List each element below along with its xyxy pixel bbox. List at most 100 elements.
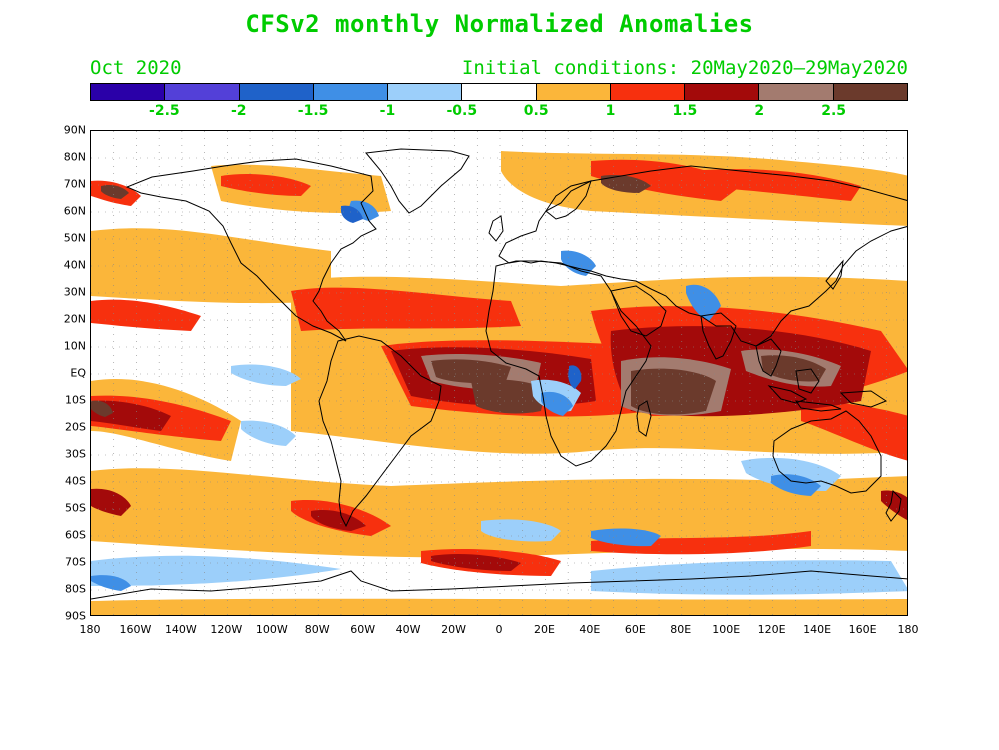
colorbar-label: 2.5 <box>821 103 847 119</box>
coastline-borneo <box>795 368 820 394</box>
latitude-label: 70S <box>65 555 86 569</box>
latitude-label: 80N <box>63 150 86 164</box>
anomaly-patch <box>561 250 596 276</box>
longitude-label: 40W <box>395 623 421 636</box>
latitude-label: 30N <box>63 285 86 299</box>
anomaly-patch <box>471 379 546 414</box>
anomaly-patch <box>591 159 741 201</box>
coastline-antarctica <box>91 570 907 600</box>
longitude-label: 100E <box>712 623 741 636</box>
anomaly-map <box>90 130 908 616</box>
anomaly-patch <box>631 368 716 415</box>
colorbar-swatch <box>91 84 166 100</box>
anomaly-patch <box>341 205 363 223</box>
anomaly-patch <box>311 510 366 531</box>
coastline-scandinavia <box>545 180 592 220</box>
longitude-label: 0 <box>495 623 503 636</box>
coastline-madagascar <box>636 400 652 437</box>
longitude-label: 160W <box>119 623 152 636</box>
anomaly-patch <box>91 575 131 591</box>
initial-conditions-label: Initial conditions: 20May2020–29May2020 <box>461 57 908 79</box>
coastline-indonesia-1 <box>767 385 808 404</box>
longitude-label: 140W <box>164 623 197 636</box>
anomaly-patch <box>231 364 301 386</box>
latitude-label: 50S <box>65 501 86 515</box>
latitude-label: 20N <box>63 312 86 326</box>
latitude-label: 30S <box>65 447 86 461</box>
map-canvas <box>91 131 907 615</box>
latitude-label: 40S <box>65 474 86 488</box>
longitude-label: 140E <box>803 623 832 636</box>
colorbar-swatch <box>313 84 389 100</box>
anomaly-patch <box>591 528 661 547</box>
colorbar-label: -0.5 <box>446 103 478 119</box>
longitude-label: 20W <box>441 623 466 636</box>
anomaly-patch <box>771 474 821 496</box>
anomaly-patch <box>568 365 582 389</box>
anomaly-patch <box>291 287 521 331</box>
colorbar-swatch <box>833 84 907 100</box>
colorbar-label: -1 <box>379 103 396 119</box>
colorbar-swatch <box>685 84 760 100</box>
latitude-label: 80S <box>65 582 86 596</box>
anomaly-patch <box>541 391 573 416</box>
anomaly-patch <box>101 184 129 199</box>
longitude-label: 80W <box>304 623 330 636</box>
coastline-greenland <box>365 148 470 214</box>
colorbar-swatch <box>610 84 686 100</box>
coastline-africa <box>485 260 652 467</box>
anomaly-shading <box>91 151 907 615</box>
coastline-se-asia <box>755 338 782 377</box>
coastline-arabia <box>610 285 667 337</box>
anomaly-patch <box>481 519 561 542</box>
longitude-label: 180 <box>79 623 101 636</box>
latitude-label: 10S <box>65 393 86 407</box>
colorbar-label: -1.5 <box>297 103 329 119</box>
anomaly-patch <box>91 400 113 417</box>
latitude-label: 60N <box>63 204 86 218</box>
anomaly-patch <box>91 468 907 558</box>
anomaly-patch <box>601 175 651 193</box>
colorbar-swatch <box>388 84 463 100</box>
latitude-label: 50N <box>63 231 86 245</box>
latitude-label: 70N <box>63 177 86 191</box>
colorbar-label: -2.5 <box>149 103 180 119</box>
colorbar <box>90 83 908 101</box>
coastline-india <box>700 312 737 360</box>
latitude-label: 90S <box>65 609 86 623</box>
coastline-north-america <box>125 158 377 342</box>
latitude-label: 90N <box>63 123 86 137</box>
latitude-label: EQ <box>70 366 86 380</box>
anomaly-patch <box>91 598 907 615</box>
latitude-label: 60S <box>65 528 86 542</box>
anomaly-patch <box>431 553 521 571</box>
longitude-label: 80E <box>670 623 692 636</box>
anomaly-patch <box>91 400 171 431</box>
anomaly-patch <box>91 299 201 331</box>
coastline-indonesia-2 <box>794 400 842 412</box>
anomaly-patch <box>691 169 861 201</box>
coastline-australia <box>772 410 882 494</box>
longitude-label: 20E <box>533 623 555 636</box>
longitude-label: 160E <box>848 623 877 636</box>
anomaly-patch <box>91 488 131 516</box>
colorbar-swatch <box>462 84 537 100</box>
longitude-label: 100W <box>255 623 288 636</box>
longitude-label: 60W <box>350 623 376 636</box>
colorbar-swatch <box>759 84 834 100</box>
coastline-uk <box>488 215 504 242</box>
colorbar-swatch <box>536 84 611 100</box>
colorbar-label: 1.5 <box>672 103 698 119</box>
coastline-new-zealand <box>885 489 902 522</box>
valid-month-label: Oct 2020 <box>90 57 182 79</box>
anomaly-patch <box>801 401 907 461</box>
anomaly-patch <box>431 359 511 384</box>
longitude-label: 180 <box>897 623 919 636</box>
colorbar-labels: -2.5 -2 -1.5 -1 -0.5 0.5 1 1.5 2 2.5 <box>90 103 908 121</box>
colorbar-label: 2 <box>754 103 765 119</box>
coastline-new-guinea <box>839 390 888 408</box>
coastline-eurasia <box>498 165 907 347</box>
longitude-label: 120W <box>210 623 243 636</box>
anomaly-patch <box>91 228 331 304</box>
colorbar-swatch <box>239 84 314 100</box>
